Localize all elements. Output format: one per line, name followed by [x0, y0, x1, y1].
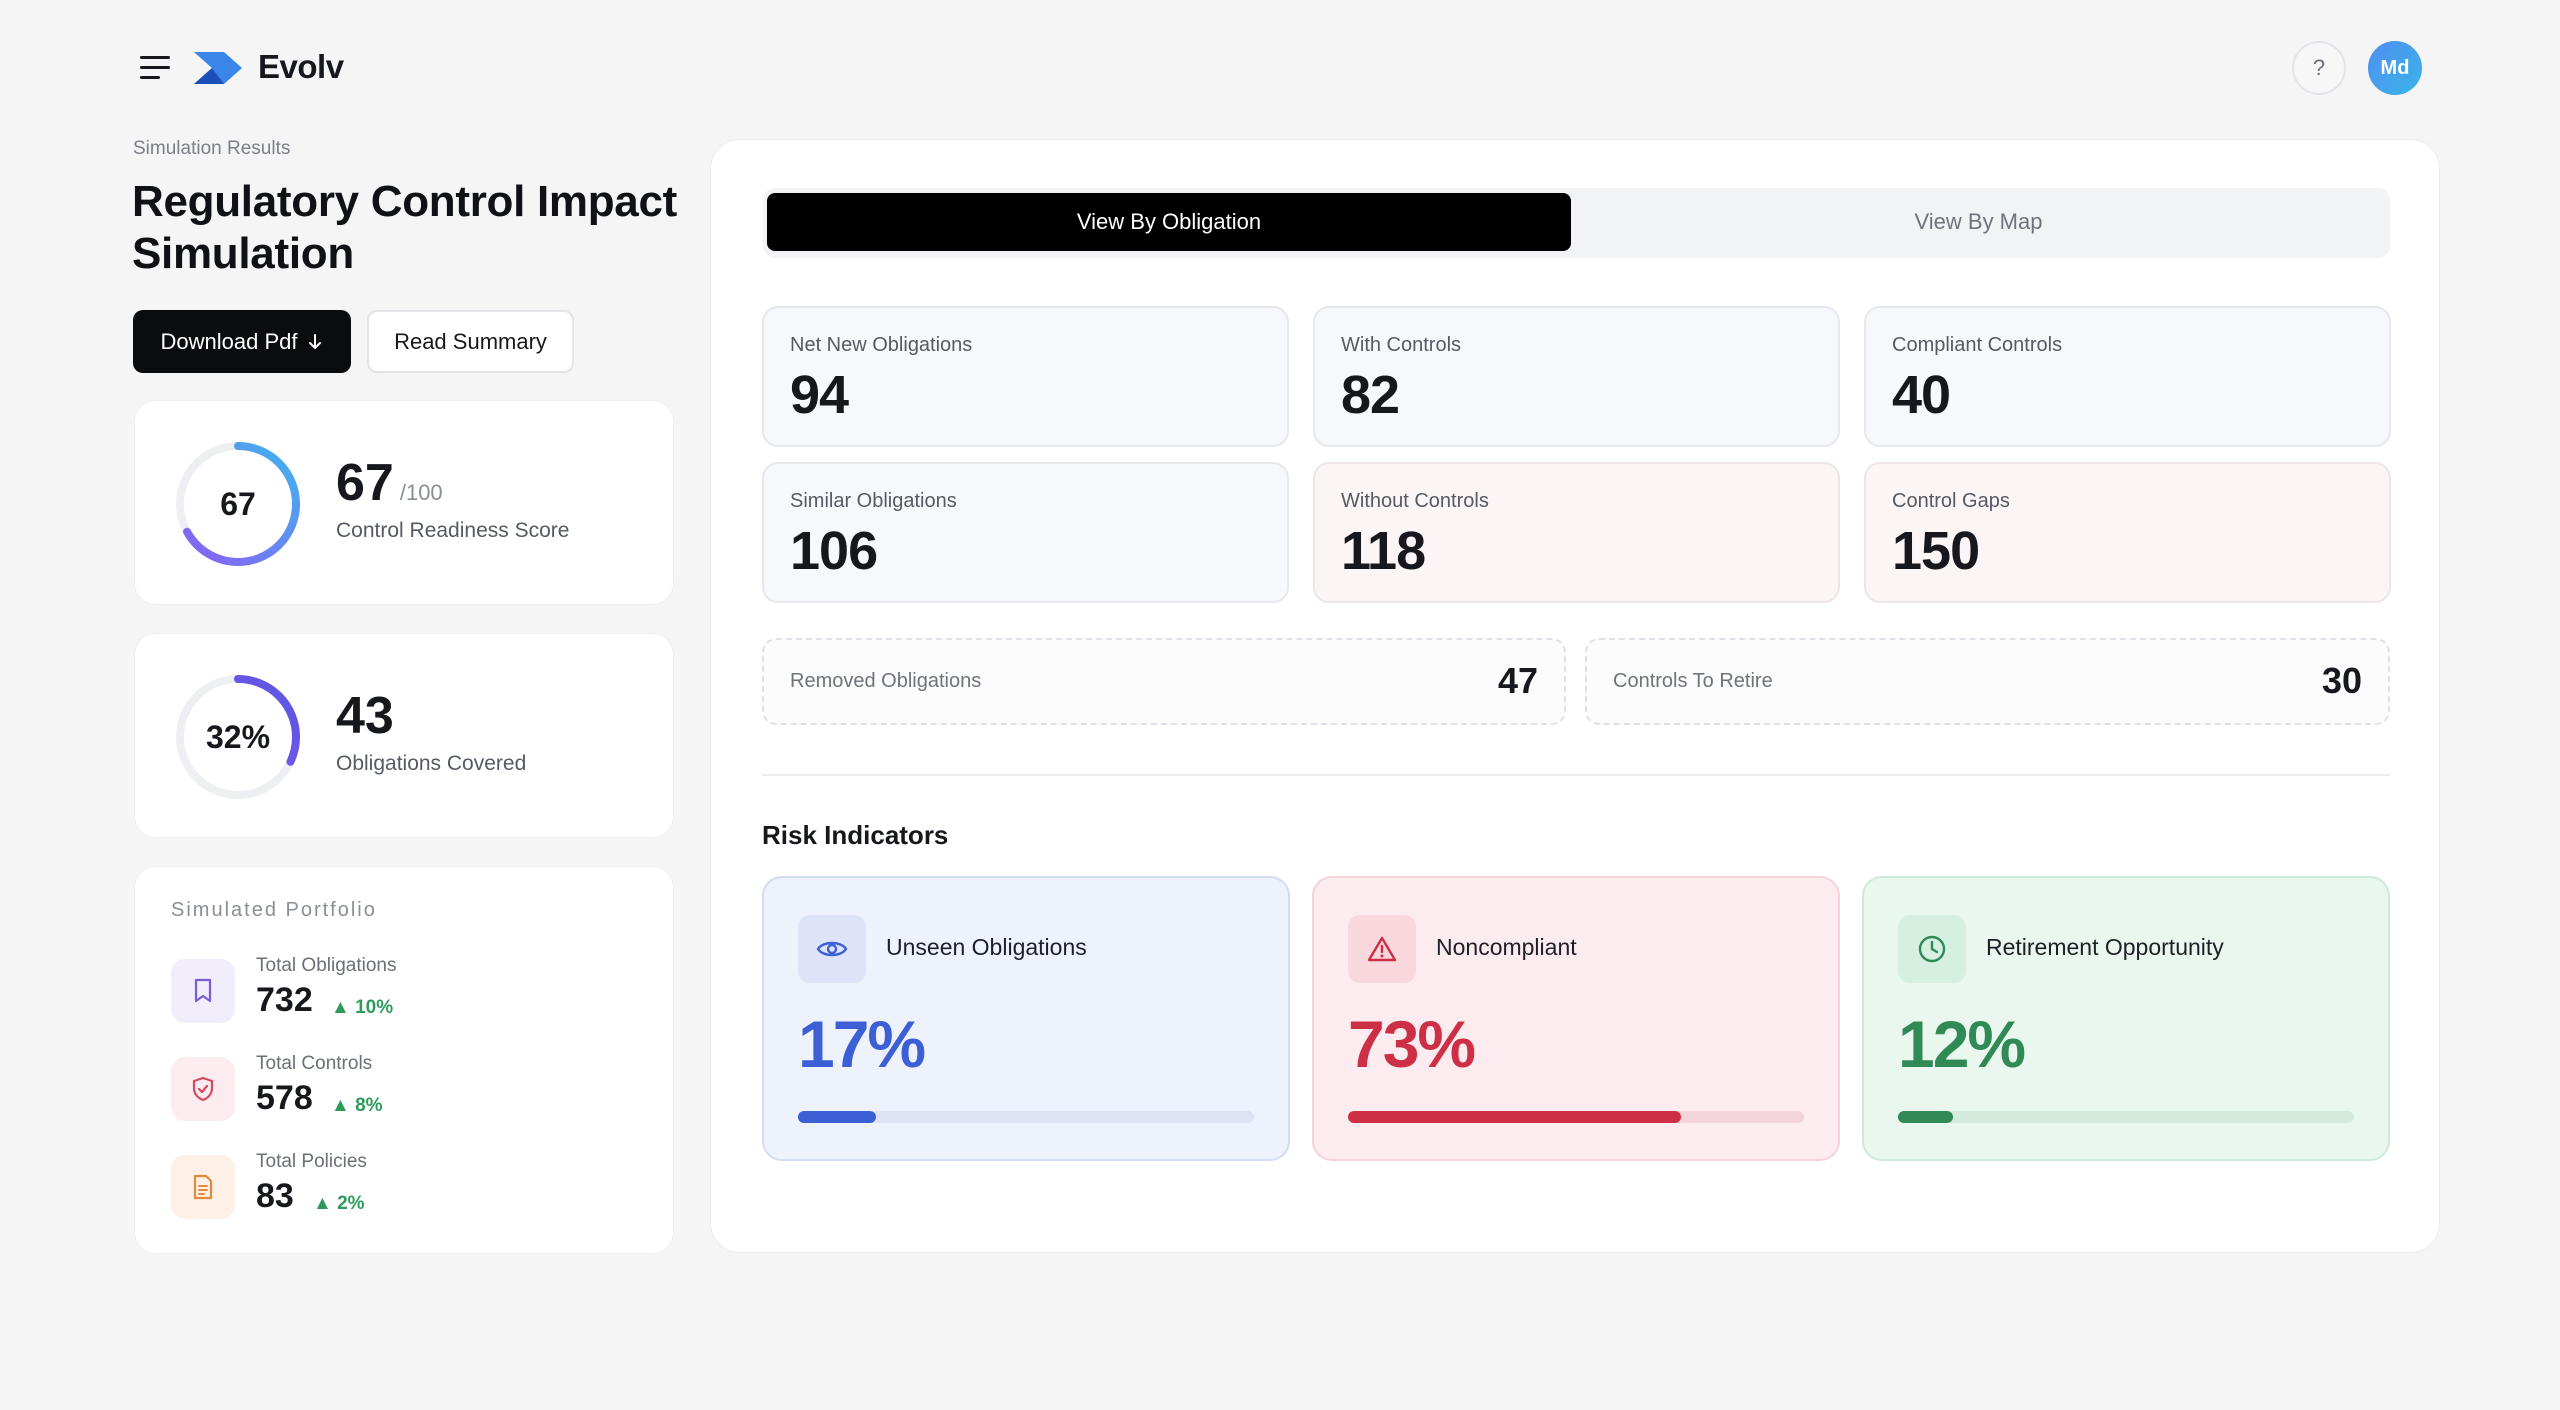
risk-card-retirement-opportunity: Retirement Opportunity 12% [1862, 876, 2390, 1161]
stat-label: Net New Obligations [790, 334, 973, 356]
portfolio-label: Total Policies [256, 1151, 367, 1172]
secondary-value: 30 [2321, 660, 2362, 701]
risk-card-noncompliant: Noncompliant 73% [1312, 876, 1840, 1161]
readiness-score-max: /100 [399, 480, 443, 505]
tab-view-by-map[interactable]: View By Map [1914, 209, 2043, 234]
warning-icon [1348, 915, 1416, 983]
page-title: Regulatory Control Impact Simulation [132, 177, 677, 278]
removed-obligations-row: Removed Obligations 47 [762, 638, 1566, 725]
stat-value: 118 [1341, 521, 1426, 581]
risk-label: Noncompliant [1436, 934, 1577, 960]
avatar[interactable]: Md [2368, 41, 2422, 95]
portfolio-value: 83 [256, 1177, 294, 1215]
portfolio-delta: ▲ 10% [331, 997, 394, 1018]
coverage-count: 43 [336, 687, 394, 745]
stat-label: Without Controls [1341, 490, 1489, 512]
portfolio-label: Total Obligations [256, 955, 397, 976]
stat-card-similar-obligations: Similar Obligations 106 [762, 462, 1289, 603]
coverage-ring: 32% [173, 672, 303, 802]
stat-value: 94 [790, 365, 849, 425]
clock-icon [1898, 915, 1966, 983]
readiness-score-value: 67 [336, 454, 394, 512]
coverage-ring-value: 32% [205, 718, 271, 755]
stat-label: Similar Obligations [790, 490, 957, 512]
portfolio-value: 578 [256, 1079, 313, 1117]
readiness-ring-value: 67 [220, 485, 256, 522]
divider [762, 774, 2390, 776]
readiness-ring: 67 [173, 439, 303, 569]
secondary-label: Controls To Retire [1613, 670, 1773, 692]
readiness-score: 67/100 [336, 453, 443, 513]
secondary-value: 47 [1497, 660, 1538, 701]
results-panel: View By Obligation View By Map Net New O… [710, 139, 2440, 1253]
shield-icon [171, 1057, 235, 1121]
portfolio-value: 732 [256, 981, 313, 1019]
risk-value: 17% [798, 1007, 926, 1081]
risk-progress-bar [798, 1111, 1254, 1123]
menu-icon[interactable] [140, 54, 174, 82]
stat-label: With Controls [1341, 334, 1462, 356]
top-bar: Evolv ? Md [0, 0, 2560, 138]
secondary-label: Removed Obligations [790, 670, 982, 692]
portfolio-card: Simulated Portfolio Total Obligations 73… [134, 866, 674, 1254]
controls-to-retire-row: Controls To Retire 30 [1585, 638, 2390, 725]
readiness-label: Control Readiness Score [336, 519, 570, 542]
stat-label: Control Gaps [1892, 490, 2010, 512]
stat-value: 106 [790, 521, 878, 581]
download-pdf-button[interactable]: Download Pdf [133, 310, 351, 373]
download-pdf-label: Download Pdf [160, 328, 298, 354]
help-button[interactable]: ? [2292, 41, 2346, 95]
risk-progress-fill [798, 1111, 876, 1123]
stat-value: 82 [1341, 365, 1400, 425]
risk-progress-bar [1898, 1111, 2354, 1123]
view-toggle: View By Obligation View By Map [763, 188, 2390, 258]
risk-label: Retirement Opportunity [1986, 934, 2224, 960]
read-summary-button[interactable]: Read Summary [367, 310, 574, 373]
stat-value: 150 [1892, 521, 1980, 581]
coverage-label: Obligations Covered [336, 752, 527, 775]
readiness-card: 67 67/100 Control Readiness Score [134, 400, 674, 605]
risk-value: 12% [1898, 1007, 2026, 1081]
portfolio-delta: ▲ 2% [313, 1193, 365, 1214]
document-icon [171, 1155, 235, 1219]
portfolio-title: Simulated Portfolio [171, 899, 377, 921]
risk-label: Unseen Obligations [886, 934, 1087, 960]
brand-name[interactable]: Evolv [258, 48, 344, 85]
stat-card-with-controls: With Controls 82 [1313, 306, 1840, 447]
stat-card-control-gaps: Control Gaps 150 [1864, 462, 2391, 603]
tab-view-by-obligation[interactable]: View By Obligation [767, 193, 1571, 251]
risk-card-unseen-obligations: Unseen Obligations 17% [762, 876, 1290, 1161]
risk-value: 73% [1348, 1007, 1476, 1081]
risk-progress-fill [1898, 1111, 1953, 1123]
breadcrumb: Simulation Results [133, 138, 291, 159]
risk-progress-fill [1348, 1111, 1681, 1123]
portfolio-label: Total Controls [256, 1053, 373, 1074]
stat-label: Compliant Controls [1892, 334, 2063, 356]
coverage-card: 32% 43 Obligations Covered [134, 633, 674, 838]
eye-icon [798, 915, 866, 983]
bookmark-icon [171, 959, 235, 1023]
stat-card-net-new-obligations: Net New Obligations 94 [762, 306, 1289, 447]
evolv-logo-icon [194, 52, 242, 84]
risk-progress-bar [1348, 1111, 1804, 1123]
risk-indicators-title: Risk Indicators [762, 820, 949, 850]
arrow-down-icon [309, 333, 322, 349]
stat-value: 40 [1892, 365, 1951, 425]
portfolio-delta: ▲ 8% [331, 1095, 383, 1116]
stat-card-compliant-controls: Compliant Controls 40 [1864, 306, 2391, 447]
stat-card-without-controls: Without Controls 118 [1313, 462, 1840, 603]
